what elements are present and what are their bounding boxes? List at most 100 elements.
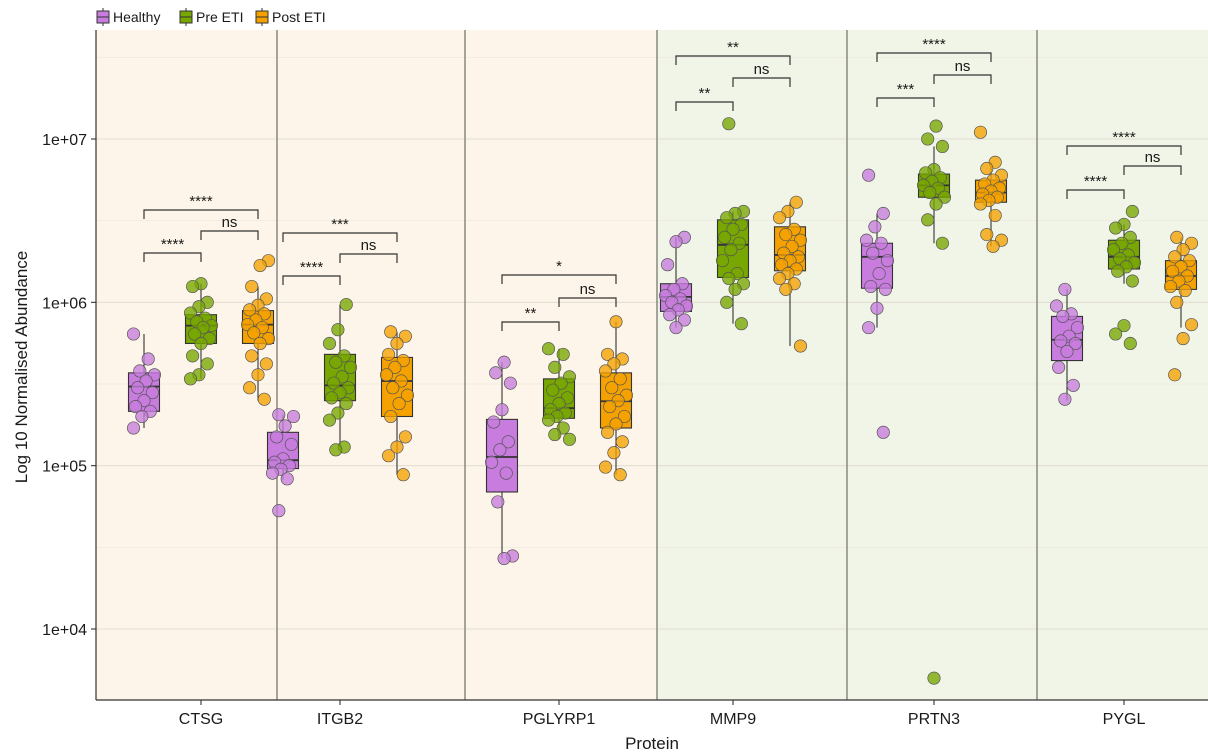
data-point (862, 168, 876, 182)
data-point (339, 297, 353, 312)
significance-label: * (556, 258, 562, 275)
x-tick-label-mmp9: MMP9 (710, 711, 756, 728)
data-point (880, 254, 895, 268)
data-point (327, 376, 341, 390)
data-point (379, 368, 394, 382)
data-point (200, 357, 214, 371)
significance-bracket: ns (732, 61, 791, 87)
significance-bracket: ns (1123, 149, 1182, 175)
data-point (613, 468, 627, 482)
data-point (1176, 332, 1190, 346)
bracket-line (501, 274, 617, 284)
legend-item-pre-eti: Pre ETI (179, 8, 243, 26)
data-point (609, 315, 623, 329)
data-point (669, 235, 683, 249)
data-point (259, 357, 273, 371)
data-point (1060, 344, 1074, 359)
data-point (541, 342, 556, 356)
data-point (864, 279, 878, 294)
data-point (546, 383, 560, 397)
x-tick-label-pglyrp1: PGLYRP1 (523, 711, 596, 728)
data-point (331, 323, 345, 337)
data-point (866, 246, 880, 260)
data-point (1106, 243, 1121, 257)
significance-bracket: **** (1066, 129, 1182, 155)
x-tick-label-ctsg: CTSG (179, 711, 223, 728)
data-point (598, 460, 613, 474)
panel-dividers (276, 30, 1038, 700)
data-point (980, 228, 994, 242)
data-point (935, 139, 949, 154)
data-point (715, 254, 730, 268)
data-point (1163, 279, 1178, 294)
data-point (929, 119, 943, 133)
significance-bracket: **** (143, 193, 259, 219)
data-point (1052, 360, 1066, 374)
data-point (1066, 378, 1080, 392)
data-point (554, 376, 568, 390)
bracket-line (876, 52, 992, 62)
data-point (874, 236, 888, 250)
data-point (980, 161, 994, 176)
significance-label: ns (955, 58, 971, 75)
data-point (720, 295, 734, 309)
data-point (779, 282, 793, 296)
bracket-line (339, 253, 398, 263)
significance-label: **** (922, 36, 946, 53)
data-point (145, 386, 159, 400)
significance-bracket: ns (200, 214, 259, 240)
data-point (245, 349, 259, 363)
significance-label: ns (361, 237, 377, 254)
legend-label: Healthy (113, 9, 160, 25)
data-point (720, 211, 734, 225)
data-point (1168, 250, 1182, 264)
x-tick-label-prtn3: PRTN3 (908, 711, 960, 728)
data-point (722, 117, 736, 131)
data-point (870, 301, 884, 315)
data-point (1117, 319, 1131, 333)
significance-bracket: ** (501, 305, 560, 331)
data-point (331, 406, 345, 420)
significance-bracket: ns (558, 281, 617, 307)
data-point (398, 329, 412, 343)
data-point (270, 430, 284, 444)
data-point (677, 313, 691, 327)
data-point (1170, 295, 1184, 309)
data-point (609, 417, 623, 431)
data-point (251, 368, 265, 382)
data-point (495, 403, 509, 417)
data-point (1170, 230, 1184, 244)
significance-label: **** (1084, 173, 1108, 190)
data-point (400, 388, 415, 402)
data-point (135, 409, 149, 424)
data-point (615, 435, 629, 449)
significance-bracket: ns (933, 58, 992, 84)
x-tick-label-itgb2: ITGB2 (317, 711, 363, 728)
data-point (927, 671, 941, 685)
bracket-line (501, 321, 560, 331)
significance-label: **** (300, 259, 324, 276)
panel-backgrounds (96, 30, 1208, 700)
data-point (862, 321, 876, 335)
x-axis-title: Protein (625, 734, 679, 753)
significance-bracket: **** (282, 259, 341, 285)
data-point (501, 435, 515, 449)
data-point (257, 392, 271, 406)
data-point (1049, 299, 1064, 313)
data-point (1111, 264, 1125, 278)
significance-layer: ****ns********ns*****ns***ns*****ns*****… (143, 36, 1182, 331)
panel-bg-ctsg (96, 30, 277, 700)
significance-label: *** (331, 216, 349, 233)
y-tick-label: 1e+04 (42, 622, 87, 639)
data-point (487, 415, 501, 429)
data-point (390, 336, 404, 351)
significance-bracket: ** (675, 39, 791, 65)
data-point (921, 213, 935, 227)
data-point (497, 355, 511, 369)
bracket-line (732, 77, 791, 87)
significance-bracket: * (501, 258, 617, 284)
legend-label: Pre ETI (196, 9, 243, 25)
data-point (1058, 392, 1072, 406)
data-point (548, 428, 562, 442)
data-point (661, 258, 675, 272)
